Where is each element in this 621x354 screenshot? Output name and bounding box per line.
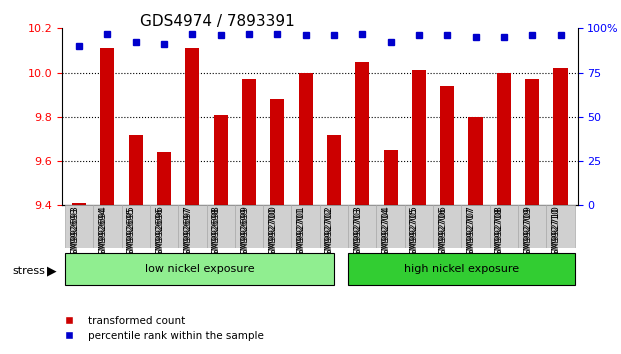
Text: low nickel exposure: low nickel exposure: [145, 264, 254, 274]
Bar: [129, 135, 143, 205]
Bar: [553, 68, 568, 205]
Text: GSM992696: GSM992696: [155, 207, 164, 262]
Text: GSM992701: GSM992701: [297, 207, 306, 262]
Text: ▶: ▶: [47, 264, 56, 277]
Text: GSM992698: GSM992698: [212, 205, 220, 260]
FancyBboxPatch shape: [546, 205, 574, 248]
Text: GSM992708: GSM992708: [495, 205, 504, 260]
FancyBboxPatch shape: [150, 205, 178, 248]
Text: GSM992699: GSM992699: [240, 205, 249, 260]
FancyBboxPatch shape: [376, 205, 405, 248]
Text: GSM992700: GSM992700: [268, 207, 278, 262]
FancyBboxPatch shape: [65, 253, 334, 285]
Text: stress: stress: [12, 266, 45, 276]
Legend: transformed count, percentile rank within the sample: transformed count, percentile rank withi…: [55, 312, 268, 345]
Text: GSM992708: GSM992708: [495, 207, 504, 262]
Text: GSM992706: GSM992706: [438, 207, 447, 262]
FancyBboxPatch shape: [178, 205, 207, 248]
Bar: [72, 203, 86, 205]
FancyBboxPatch shape: [207, 205, 235, 248]
Bar: [497, 73, 511, 205]
Text: GSM992710: GSM992710: [551, 207, 561, 262]
FancyBboxPatch shape: [93, 205, 122, 248]
Bar: [214, 115, 228, 205]
Text: GSM992706: GSM992706: [438, 205, 447, 260]
Text: GSM992693: GSM992693: [70, 207, 79, 262]
Text: GSM992707: GSM992707: [466, 205, 476, 260]
Bar: [412, 70, 426, 205]
Text: GSM992697: GSM992697: [183, 207, 193, 262]
FancyBboxPatch shape: [405, 205, 433, 248]
Bar: [440, 86, 455, 205]
Bar: [299, 73, 313, 205]
Text: GSM992702: GSM992702: [325, 205, 334, 260]
Text: high nickel exposure: high nickel exposure: [404, 264, 519, 274]
FancyBboxPatch shape: [490, 205, 518, 248]
Bar: [384, 150, 397, 205]
Text: GSM992700: GSM992700: [268, 205, 278, 260]
Text: GSM992697: GSM992697: [183, 205, 193, 260]
Bar: [185, 48, 199, 205]
Text: GSM992695: GSM992695: [127, 207, 136, 262]
Text: GSM992705: GSM992705: [410, 205, 419, 260]
Text: GSM992707: GSM992707: [466, 207, 476, 262]
Text: GSM992704: GSM992704: [382, 207, 391, 262]
Text: GSM992703: GSM992703: [353, 205, 362, 260]
Text: GSM992705: GSM992705: [410, 207, 419, 262]
Text: GSM992694: GSM992694: [98, 207, 107, 262]
Bar: [270, 99, 284, 205]
FancyBboxPatch shape: [433, 205, 461, 248]
FancyBboxPatch shape: [461, 205, 490, 248]
FancyBboxPatch shape: [122, 205, 150, 248]
Text: GSM992699: GSM992699: [240, 207, 249, 262]
Text: GSM992694: GSM992694: [98, 205, 107, 260]
FancyBboxPatch shape: [348, 205, 376, 248]
Text: GSM992709: GSM992709: [524, 207, 532, 262]
Text: GSM992709: GSM992709: [524, 205, 532, 260]
Text: GSM992693: GSM992693: [70, 205, 79, 260]
Bar: [327, 135, 341, 205]
Bar: [468, 117, 483, 205]
Text: GSM992698: GSM992698: [212, 207, 220, 262]
FancyBboxPatch shape: [518, 205, 546, 248]
Text: GDS4974 / 7893391: GDS4974 / 7893391: [140, 14, 295, 29]
FancyBboxPatch shape: [320, 205, 348, 248]
Bar: [157, 152, 171, 205]
Text: GSM992710: GSM992710: [551, 205, 561, 260]
Bar: [355, 62, 369, 205]
Bar: [101, 48, 114, 205]
Bar: [525, 79, 539, 205]
FancyBboxPatch shape: [291, 205, 320, 248]
Text: GSM992704: GSM992704: [382, 205, 391, 260]
Text: GSM992695: GSM992695: [127, 205, 136, 260]
Bar: [242, 79, 256, 205]
Text: GSM992701: GSM992701: [297, 205, 306, 260]
Text: GSM992702: GSM992702: [325, 207, 334, 262]
Text: GSM992696: GSM992696: [155, 205, 164, 260]
Text: GSM992703: GSM992703: [353, 207, 362, 262]
FancyBboxPatch shape: [65, 205, 93, 248]
FancyBboxPatch shape: [235, 205, 263, 248]
FancyBboxPatch shape: [263, 205, 291, 248]
FancyBboxPatch shape: [348, 253, 574, 285]
